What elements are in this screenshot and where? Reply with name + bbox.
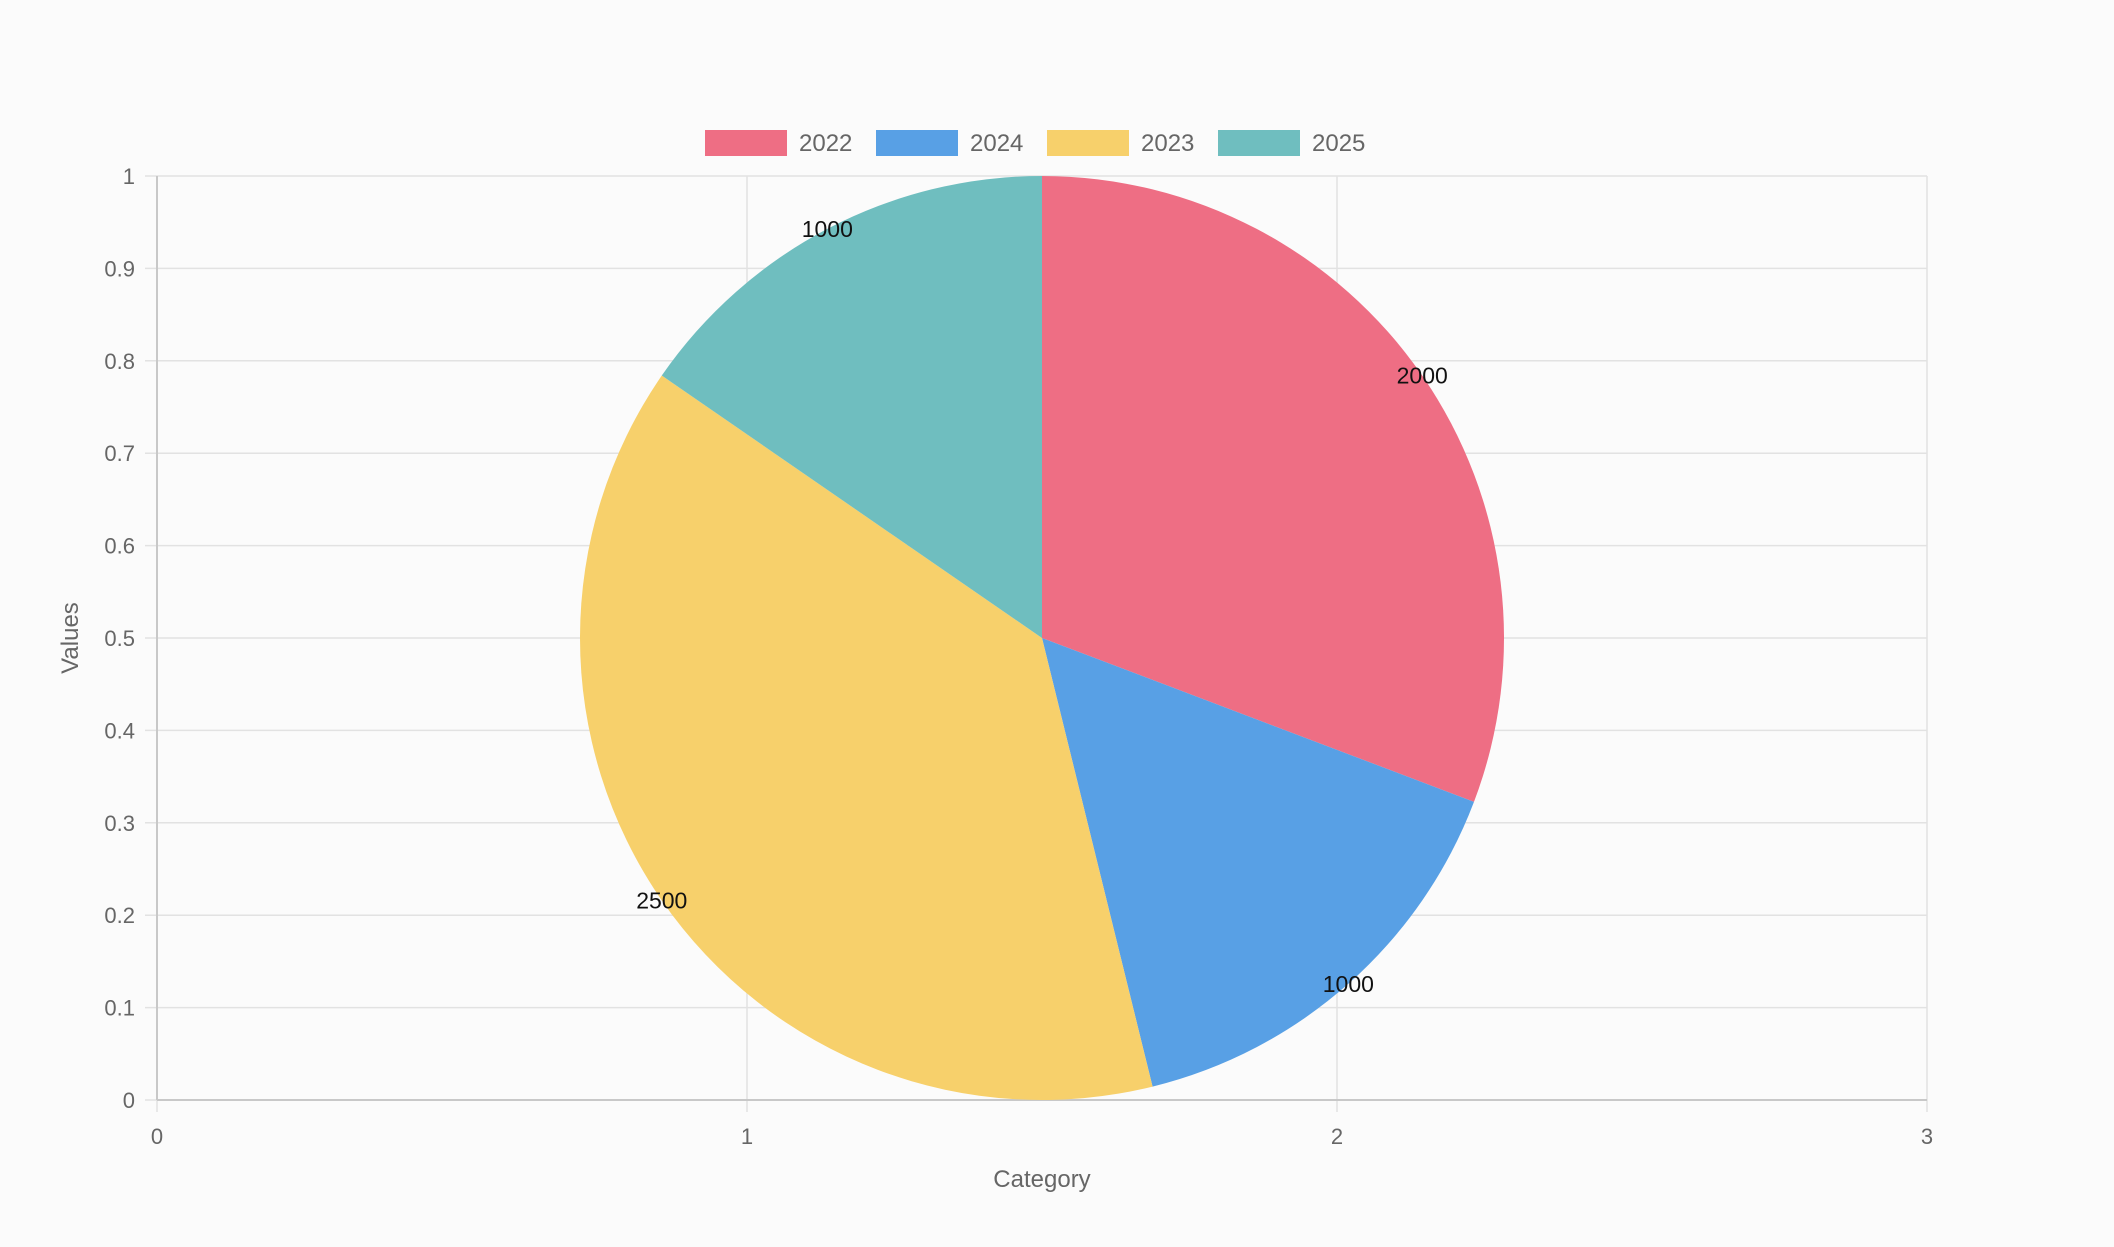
data-label-2023: 2500	[636, 887, 687, 913]
y-axis-title: Values	[57, 602, 84, 674]
legend-swatch	[1047, 130, 1129, 156]
y-tick-label: 0.9	[104, 256, 135, 281]
y-tick-label: 0.7	[104, 441, 135, 466]
y-tick-label: 0	[123, 1088, 135, 1113]
x-tick-label: 2	[1331, 1124, 1343, 1149]
y-tick-label: 0.2	[104, 903, 135, 928]
legend-swatch	[705, 130, 787, 156]
y-tick-label: 0.3	[104, 811, 135, 836]
legend-label: 2024	[970, 130, 1023, 157]
legend-swatch	[1218, 130, 1300, 156]
pie-slice-2025[interactable]	[661, 176, 1042, 638]
pie-slice-2023[interactable]	[579, 375, 1153, 1100]
x-tick-label: 1	[741, 1124, 753, 1149]
x-tick-label: 3	[1921, 1124, 1933, 1149]
axis-layer: 0 0.1 0.2 0.3 0.4 0.5 0.6 0.7 0.8 0.9 1 0 1 2 3	[104, 164, 1933, 1149]
data-label-2025: 1000	[802, 216, 853, 242]
pie-slice-2024[interactable]	[1042, 638, 1474, 1087]
y-tick-label: 0.8	[104, 349, 135, 374]
y-tick-label: 0.4	[104, 718, 135, 743]
data-label-2022: 2000	[1397, 363, 1448, 389]
legend-label: 2023	[1141, 130, 1194, 157]
legend-swatch	[876, 130, 958, 156]
pie-layer	[579, 176, 1505, 1100]
legend-item-2022[interactable]: 2022	[705, 130, 852, 157]
data-label-2024: 1000	[1323, 971, 1374, 997]
data-label-layer: 2000 1000 2500 1000	[636, 216, 1448, 997]
y-tick-label: 0.5	[104, 626, 135, 651]
legend-label: 2025	[1312, 130, 1365, 157]
legend: 2022 2024 2023 2025	[705, 130, 1365, 157]
legend-item-2023[interactable]: 2023	[1047, 130, 1194, 157]
legend-label: 2022	[799, 130, 852, 157]
legend-item-2024[interactable]: 2024	[876, 130, 1023, 157]
x-tick-label: 0	[151, 1124, 163, 1149]
y-tick-label: 0.1	[104, 996, 135, 1021]
legend-item-2025[interactable]: 2025	[1218, 130, 1365, 157]
y-tick-label: 1	[123, 164, 135, 189]
y-tick-label: 0.6	[104, 534, 135, 559]
pie-slice-2022[interactable]	[1042, 176, 1505, 802]
x-axis-title: Category	[993, 1166, 1090, 1193]
